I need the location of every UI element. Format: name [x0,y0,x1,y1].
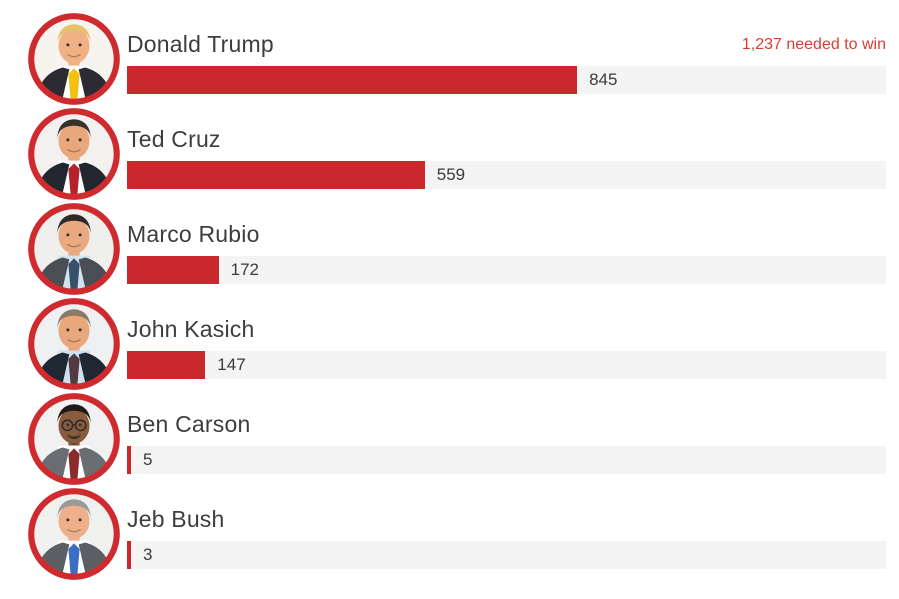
candidate-portrait-icon [28,298,120,390]
candidate-portrait-icon [28,108,120,200]
delegate-bar [127,161,425,189]
candidate-portrait-icon [28,393,120,485]
avatar [27,107,121,201]
candidate-row: Ben Carson 5 [27,392,886,487]
candidate-row: Jeb Bush 3 [27,487,886,582]
delegate-count: 172 [230,260,259,279]
candidate-portrait-icon [28,203,120,295]
delegate-bar [127,351,206,379]
candidate-name: John Kasich [127,316,255,342]
candidate-name: Donald Trump [127,31,274,57]
candidate-row: Donald Trump 1,237 needed to win 845 [27,12,886,107]
avatar [27,202,121,296]
delegate-count: 559 [436,165,466,184]
bar-track: 3 [127,541,886,569]
candidate-row: Ted Cruz 559 [27,107,886,202]
avatar [27,392,121,486]
delegate-count: 5 [143,450,153,469]
candidate-name: Ben Carson [127,411,251,437]
candidate-name: Jeb Bush [127,506,225,532]
candidate-row: John Kasich 147 [27,297,886,392]
needed-to-win-note: 1,237 needed to win [741,36,886,53]
avatar [27,487,121,581]
candidate-name: Marco Rubio [127,221,260,247]
avatar [27,297,121,391]
glasses-icon [61,419,87,432]
candidate-portrait-icon [28,488,120,580]
bar-track: 559 [127,161,886,189]
delegate-bar [127,446,131,474]
delegate-bar [127,256,219,284]
delegate-count: 845 [589,70,618,89]
bar-track: 147 [127,351,886,379]
candidate-row: Marco Rubio 172 [27,202,886,297]
delegate-bar [127,541,131,569]
delegate-tracker-chart: Donald Trump 1,237 needed to win 845 [27,12,886,582]
candidate-portrait-icon [28,13,120,105]
avatar [27,12,121,106]
delegate-bar [127,66,578,94]
bar-track: 172 [127,256,886,284]
delegate-count: 147 [217,355,246,374]
delegate-count: 3 [143,545,153,564]
bar-track: 5 [127,446,886,474]
bar-track: 845 [127,66,886,94]
candidate-name: Ted Cruz [127,126,221,152]
